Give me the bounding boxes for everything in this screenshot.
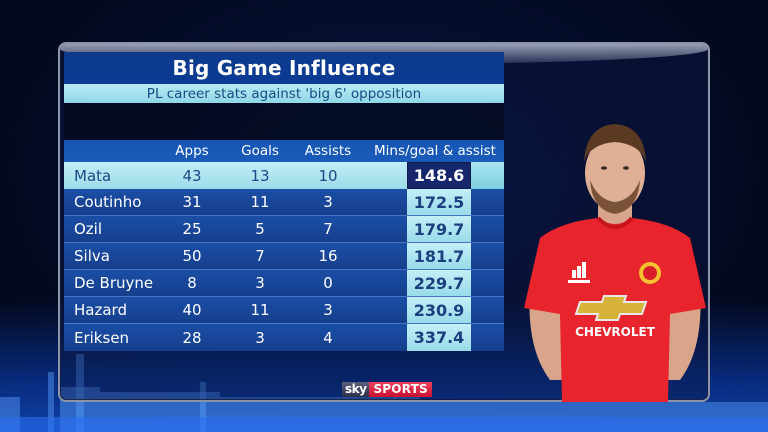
player-name: Coutinho — [74, 193, 142, 211]
mins-value: 148.6 — [407, 162, 471, 189]
table-header-row: Apps Goals Assists Mins/goal & assist — [64, 140, 504, 162]
table-row: Ozil 25 5 7 179.7 — [64, 216, 504, 243]
header-apps: Apps — [175, 143, 209, 159]
goals-value: 11 — [250, 301, 270, 319]
assists-value: 4 — [323, 328, 333, 347]
table-row: De Bruyne 8 3 0 229.7 — [64, 270, 504, 297]
subtitle-bar: PL career stats against 'big 6' oppositi… — [64, 84, 504, 103]
mins-value: 179.7 — [407, 216, 471, 242]
assists-value: 0 — [323, 274, 333, 292]
chevrolet-bowtie-icon — [574, 295, 648, 321]
header-goals: Goals — [241, 143, 279, 159]
table-row: Silva 50 7 16 181.7 — [64, 243, 504, 270]
table-row: Hazard 40 11 3 230.9 — [64, 297, 504, 324]
assists-value: 16 — [318, 247, 338, 265]
mins-value: 337.4 — [407, 324, 471, 351]
player-photo: CHEVROLET — [524, 124, 706, 402]
goals-value: 3 — [255, 328, 265, 347]
apps-value: 28 — [182, 328, 202, 347]
header-mins-per-goal-assist: Mins/goal & assist — [374, 143, 496, 159]
apps-value: 25 — [182, 220, 202, 238]
mins-value: 181.7 — [407, 243, 471, 269]
apps-value: 40 — [182, 301, 202, 319]
goals-value: 3 — [255, 274, 265, 292]
apps-value: 50 — [182, 247, 202, 265]
graphic-subtitle: PL career stats against 'big 6' oppositi… — [146, 85, 422, 102]
player-face — [585, 135, 645, 211]
player-name: Hazard — [74, 301, 127, 319]
apps-value: 8 — [187, 274, 197, 292]
player-hair — [584, 124, 646, 162]
sports-logo-text: SPORTS — [369, 382, 432, 397]
assists-value: 3 — [323, 193, 333, 211]
player-name: Ozil — [74, 220, 103, 238]
assists-value: 3 — [323, 301, 333, 319]
mins-value: 229.7 — [407, 270, 471, 296]
apps-value: 31 — [182, 193, 202, 211]
table-row: Mata 43 13 10 148.6 — [64, 162, 504, 189]
apps-value: 43 — [182, 166, 202, 185]
title-bar: Big Game Influence — [64, 52, 504, 84]
player-name: De Bruyne — [74, 274, 154, 292]
sky-sports-logo: sky SPORTS — [342, 382, 432, 397]
header-assists: Assists — [304, 143, 352, 159]
goals-value: 7 — [255, 247, 265, 265]
graphic-title: Big Game Influence — [172, 56, 396, 80]
stats-table: Apps Goals Assists Mins/goal & assist Ma… — [64, 140, 504, 351]
goals-value: 11 — [250, 193, 270, 211]
player-beard — [590, 180, 640, 214]
goals-value: 13 — [250, 166, 270, 185]
table-row: Coutinho 31 11 3 172.5 — [64, 189, 504, 216]
player-name: Mata — [74, 166, 112, 185]
sky-logo-text: sky — [342, 382, 370, 397]
mins-value: 172.5 — [407, 189, 471, 215]
row-tail — [471, 162, 504, 189]
assists-value: 7 — [323, 220, 333, 238]
player-name: Eriksen — [74, 328, 130, 347]
player-name: Silva — [74, 247, 110, 265]
assists-value: 10 — [318, 166, 338, 185]
spacer — [64, 103, 504, 140]
adidas-logo-icon — [568, 262, 590, 283]
goals-value: 5 — [255, 220, 265, 238]
mins-value: 230.9 — [407, 297, 471, 323]
sponsor-text: CHEVROLET — [575, 325, 656, 339]
table-row: Eriksen 28 3 4 337.4 — [64, 324, 504, 351]
